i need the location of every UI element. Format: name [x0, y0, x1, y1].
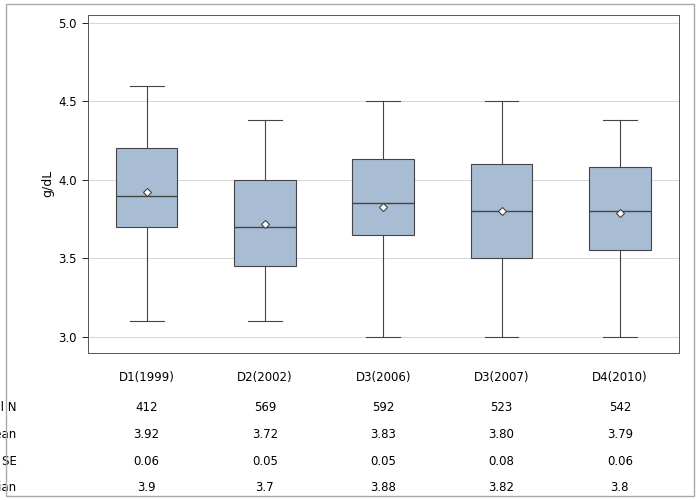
Text: 3.83: 3.83	[370, 428, 396, 441]
Text: 412: 412	[135, 401, 158, 414]
Y-axis label: g/dL: g/dL	[41, 170, 55, 198]
Text: 3.7: 3.7	[256, 480, 274, 494]
Bar	[471, 164, 532, 258]
Text: D3(2007): D3(2007)	[474, 372, 529, 384]
Text: 0.06: 0.06	[607, 455, 633, 468]
Text: D1(1999): D1(1999)	[119, 372, 174, 384]
Bar	[589, 168, 650, 250]
Text: 523: 523	[491, 401, 512, 414]
Text: 0.06: 0.06	[134, 455, 160, 468]
Text: 3.88: 3.88	[370, 480, 396, 494]
Bar	[116, 148, 177, 227]
Text: 0.05: 0.05	[370, 455, 396, 468]
Text: 3.8: 3.8	[610, 480, 629, 494]
Text: 592: 592	[372, 401, 394, 414]
Text: 0.05: 0.05	[252, 455, 278, 468]
Text: 3.72: 3.72	[252, 428, 278, 441]
Text: 0.08: 0.08	[489, 455, 514, 468]
Text: D3(2006): D3(2006)	[356, 372, 411, 384]
Text: 542: 542	[609, 401, 631, 414]
Text: 3.79: 3.79	[607, 428, 633, 441]
Text: D4(2010): D4(2010)	[592, 372, 648, 384]
Text: Wgtd Mean: Wgtd Mean	[0, 428, 17, 441]
Bar	[353, 160, 414, 235]
Text: 3.82: 3.82	[489, 480, 514, 494]
Text: D2(2002): D2(2002)	[237, 372, 293, 384]
Text: Wgtd Median: Wgtd Median	[0, 480, 17, 494]
Text: 3.80: 3.80	[489, 428, 514, 441]
Bar	[234, 180, 295, 266]
Text: Actual N: Actual N	[0, 401, 17, 414]
Text: 569: 569	[254, 401, 276, 414]
Text: 3.9: 3.9	[137, 480, 156, 494]
Text: Wgtd SE: Wgtd SE	[0, 455, 17, 468]
Text: 3.92: 3.92	[134, 428, 160, 441]
